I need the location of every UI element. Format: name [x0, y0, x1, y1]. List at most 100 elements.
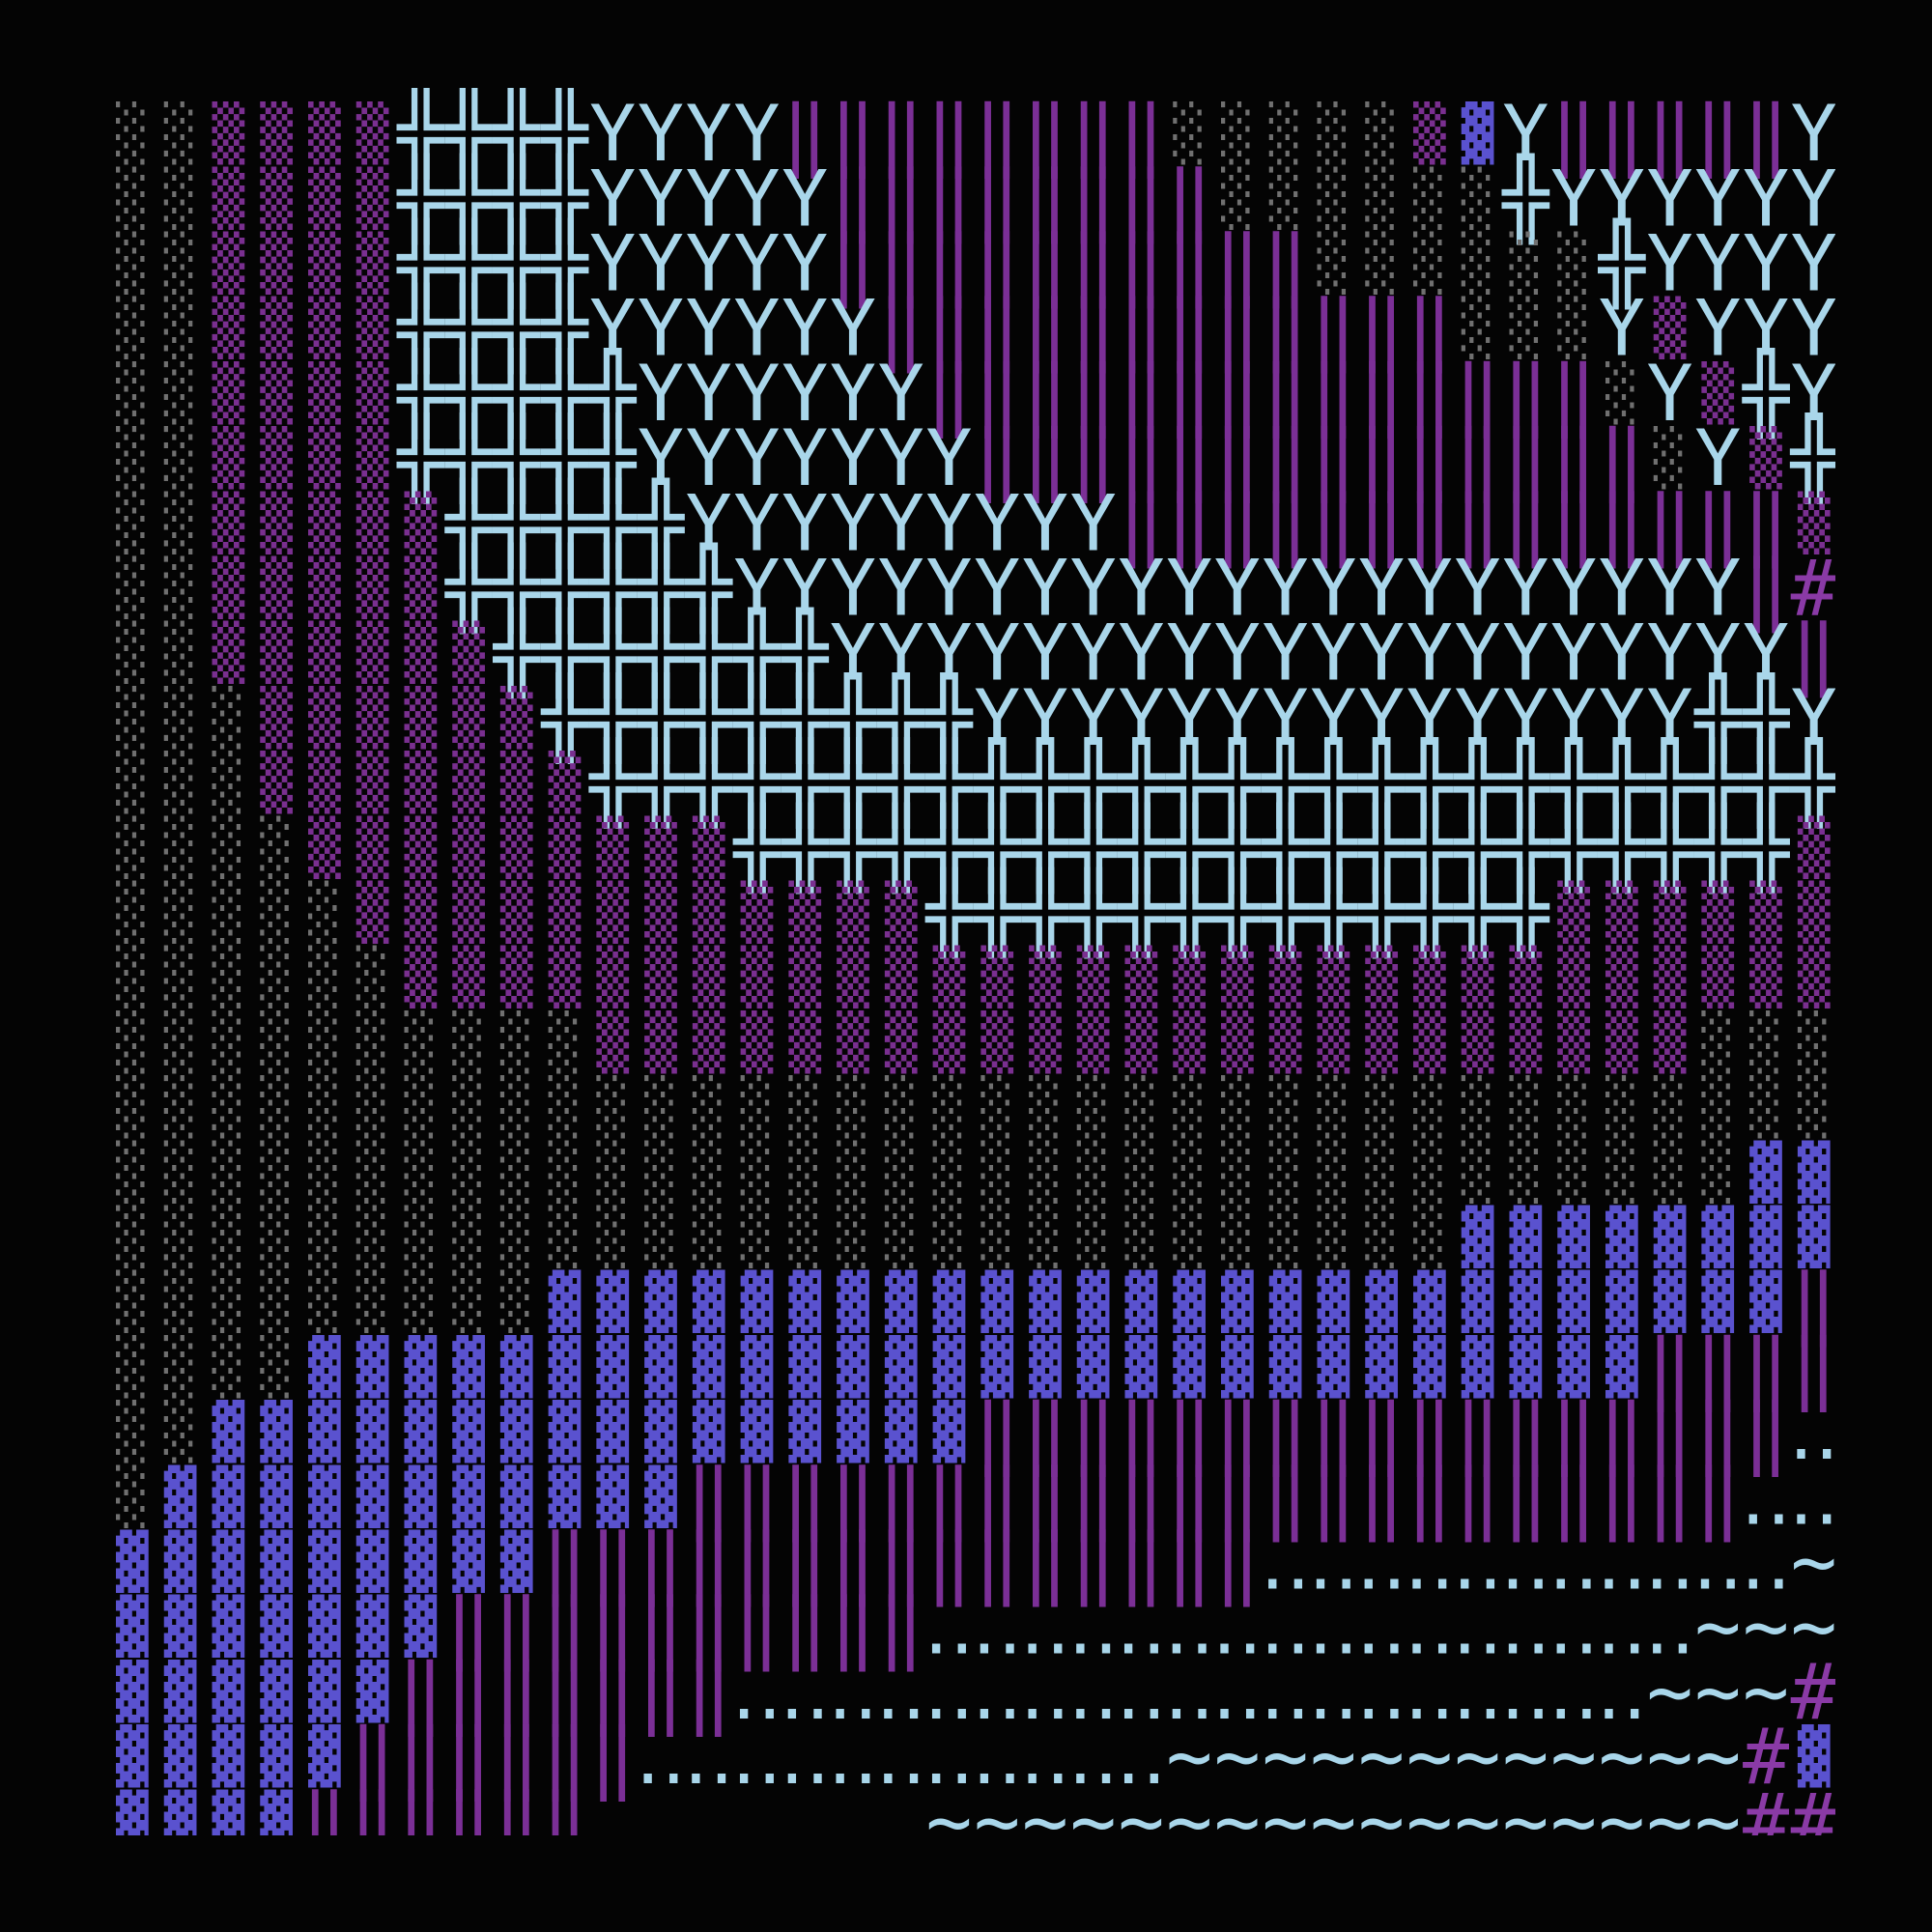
ascii-cell: ‖ — [974, 1387, 1020, 1478]
ascii-cell: ‖ — [1022, 284, 1068, 375]
ascii-cell: Y — [1694, 609, 1741, 698]
ascii-cell: ‖ — [878, 89, 924, 180]
ascii-cell: ▓ — [837, 1270, 869, 1334]
ascii-cell: ‖ — [1550, 1452, 1597, 1543]
ascii-cell: ▒ — [693, 814, 725, 879]
ascii-cell: ▓ — [356, 1595, 389, 1659]
ascii-cell: ‖ — [1263, 413, 1309, 504]
ascii-cell: ~ — [1455, 1776, 1501, 1866]
ascii-cell: ░ — [308, 946, 341, 1009]
ascii-cell: Y — [1118, 609, 1164, 698]
ascii-cell: ▒ — [308, 165, 341, 230]
ascii-cell: ░ — [212, 751, 244, 814]
ascii-cell: ░ — [644, 1206, 677, 1269]
ascii-cell: ~ — [1358, 1712, 1405, 1802]
ascii-cell: ‥ — [1500, 1518, 1551, 1607]
ascii-cell: ‥ — [1067, 1712, 1119, 1802]
ascii-cell: ╬ — [1309, 867, 1357, 960]
ascii-cell: ▓ — [1605, 1270, 1638, 1334]
ascii-cell: Y — [1646, 544, 1692, 634]
ascii-cell: ▓ — [260, 1724, 293, 1788]
ascii-cell: ‖ — [925, 154, 972, 244]
ascii-cell: ‖ — [1502, 1452, 1548, 1543]
ascii-cell: ▓ — [1798, 1206, 1831, 1269]
ascii-cell: ‖ — [1263, 478, 1309, 569]
ascii-cell: ~ — [1743, 1582, 1789, 1672]
ascii-cell: ‥ — [1404, 1582, 1455, 1672]
ascii-cell: ░ — [452, 1140, 485, 1204]
ascii-cell: ░ — [164, 1270, 197, 1334]
ascii-cell: ‥ — [827, 1647, 878, 1737]
ascii-cell: ▒ — [500, 750, 533, 814]
ascii-cell: ‖ — [445, 1647, 492, 1738]
ascii-cell: ‥ — [1740, 1452, 1791, 1542]
ascii-cell: ▓ — [308, 1724, 341, 1788]
ascii-cell: ‖ — [1455, 478, 1501, 569]
ascii-cell: ▒ — [356, 231, 389, 296]
ascii-cell: ▒ — [1413, 100, 1446, 165]
ascii-cell: ▒ — [404, 750, 437, 814]
ascii-cell: ▒ — [308, 100, 341, 165]
ascii-cell: ‖ — [541, 1518, 587, 1608]
ascii-cell: ╬ — [396, 412, 444, 505]
ascii-cell: ‥ — [923, 1582, 975, 1672]
ascii-cell: ▒ — [1509, 945, 1542, 1009]
ascii-cell: ▓ — [1413, 1335, 1446, 1399]
ascii-cell: ▓ — [1654, 1206, 1687, 1269]
ascii-cell: ▒ — [788, 880, 821, 945]
ascii-cell: ▓ — [1365, 1335, 1398, 1399]
ascii-cell: ‥ — [780, 1647, 831, 1737]
ascii-cell: ‥ — [1500, 1647, 1551, 1737]
ascii-cell: ▓ — [116, 1789, 149, 1853]
ascii-cell: ╬ — [588, 476, 637, 570]
ascii-cell: ‖ — [1022, 154, 1068, 244]
ascii-cell: ░ — [980, 1206, 1013, 1269]
ascii-cell: ░ — [1173, 1140, 1206, 1204]
ascii-cell: ▒ — [212, 555, 244, 620]
ascii-cell: ▒ — [1221, 1009, 1254, 1074]
ascii-cell: ▓ — [356, 1400, 389, 1463]
ascii-cell: ╬ — [444, 282, 493, 376]
ascii-cell: ▒ — [549, 814, 582, 879]
ascii-cell: ~ — [925, 1776, 972, 1866]
ascii-cell: ▒ — [1413, 945, 1446, 1009]
ascii-cell: ▒ — [212, 296, 244, 360]
ascii-cell: ▒ — [1462, 945, 1494, 1009]
ascii-cell: ‖ — [445, 1776, 492, 1867]
ascii-cell: ▒ — [500, 945, 533, 1009]
ascii-cell: Y — [1358, 544, 1405, 634]
ascii-cell: ~ — [1310, 1712, 1356, 1802]
ascii-cell: ‖ — [878, 154, 924, 244]
ascii-cell: ▓ — [933, 1400, 966, 1463]
ascii-cell: ░ — [116, 881, 149, 945]
ascii-cell: ▒ — [452, 750, 485, 814]
ascii-cell: ▓ — [693, 1335, 725, 1399]
ascii-cell: ▓ — [164, 1530, 197, 1594]
ascii-cell: ‖ — [1263, 1387, 1309, 1478]
ascii-cell: ░ — [1365, 1140, 1398, 1204]
ascii-cell: ╬ — [444, 87, 493, 181]
ascii-cell: ▒ — [356, 296, 389, 360]
ascii-cell: ▓ — [116, 1530, 149, 1594]
ascii-cell: ▓ — [1462, 101, 1494, 165]
ascii-cell: ‖ — [1070, 219, 1117, 310]
ascii-cell: Y — [1791, 284, 1837, 374]
ascii-cell: ▒ — [980, 945, 1013, 1009]
ascii-cell: ░ — [212, 1010, 244, 1074]
ascii-cell: ▓ — [741, 1270, 774, 1334]
ascii-cell: ░ — [1318, 166, 1350, 230]
ascii-cell: ▒ — [596, 945, 629, 1009]
ascii-cell: ╬ — [1406, 867, 1454, 960]
ascii-cell: ░ — [1029, 1075, 1062, 1139]
ascii-cell: ‖ — [1070, 284, 1117, 375]
ascii-cell: ▓ — [452, 1335, 485, 1399]
ascii-cell: Y — [589, 284, 636, 374]
ascii-cell: ‖ — [1406, 478, 1453, 569]
ascii-cell: ╬ — [1165, 736, 1213, 830]
ascii-cell: Y — [1455, 673, 1501, 763]
ascii-cell: ▓ — [596, 1464, 629, 1528]
ascii-cell: ╬ — [1501, 152, 1549, 245]
ascii-cell: ‖ — [1310, 284, 1356, 375]
ascii-cell: Y — [1166, 609, 1212, 698]
ascii-cell: ▒ — [693, 945, 725, 1009]
